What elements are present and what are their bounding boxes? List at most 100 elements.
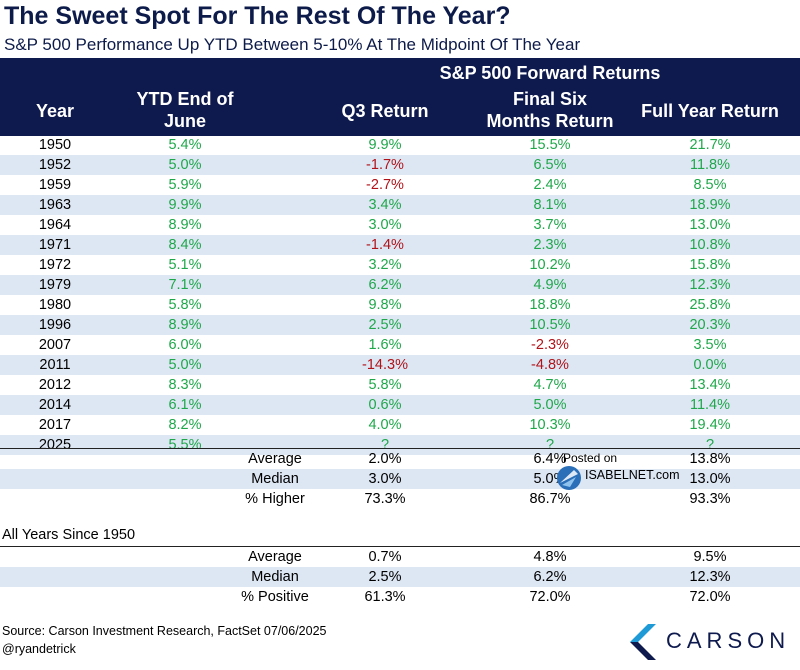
cell-full-year-return: 20.3% — [689, 317, 731, 333]
cell-q3-return: -1.7% — [366, 157, 404, 173]
cell-ytd: 8.9% — [168, 317, 202, 333]
cell-full-year-return: 13.0% — [689, 217, 731, 233]
cell-q3-return: 5.8% — [368, 377, 402, 393]
summary-divider — [0, 448, 800, 449]
cell-full-year-return: ? — [705, 437, 715, 453]
cell-year: 1980 — [38, 297, 72, 313]
stat-final-six: 6.4% — [533, 451, 567, 467]
watermark-posted-label: Posted on — [563, 451, 618, 465]
source-note: Source: Carson Investment Research, Fact… — [2, 624, 327, 638]
author-handle: @ryandetrick — [2, 642, 76, 656]
table-row: 1952 5.0% -1.7% 6.5% 11.8% — [0, 155, 800, 175]
stat-full-year: 12.3% — [689, 569, 731, 585]
cell-full-year-return: 21.7% — [689, 137, 731, 153]
cell-q3-return: 3.4% — [368, 197, 402, 213]
stat-final-six: 72.0% — [529, 589, 571, 605]
cell-year: 1963 — [38, 197, 72, 213]
cell-year: 1952 — [38, 157, 72, 173]
stat-label: Average — [248, 549, 302, 565]
cell-ytd: 9.9% — [168, 197, 202, 213]
header-ytd: YTD End of June — [110, 88, 260, 132]
watermark-site-name: ISABELNET.com — [585, 468, 680, 482]
cell-final-six-return: ? — [545, 437, 555, 453]
cell-full-year-return: 19.4% — [689, 417, 731, 433]
stat-row: % Higher 73.3% 86.7% 93.3% — [0, 489, 800, 509]
isabelnet-logo-icon — [557, 466, 581, 490]
cell-q3-return: 9.8% — [368, 297, 402, 313]
cell-q3-return: 0.6% — [368, 397, 402, 413]
table-row: 2007 6.0% 1.6% -2.3% 3.5% — [0, 335, 800, 355]
cell-ytd: 6.1% — [168, 397, 202, 413]
cell-year: 1950 — [38, 137, 72, 153]
carson-logo: CARSON — [626, 624, 796, 660]
table-row: 1979 7.1% 6.2% 4.9% 12.3% — [0, 275, 800, 295]
cell-ytd: 5.1% — [168, 257, 202, 273]
all-years-rows: Average 0.7% 4.8% 9.5% Median 2.5% 6.2% 12.3% % … — [0, 547, 800, 607]
cell-year: 2014 — [38, 397, 72, 413]
stat-row: % Positive 61.3% 72.0% 72.0% — [0, 587, 800, 607]
cell-final-six-return: 2.3% — [533, 237, 567, 253]
stat-full-year: 93.3% — [689, 491, 731, 507]
table-row: 2012 8.3% 5.8% 4.7% 13.4% — [0, 375, 800, 395]
header-full-year: Full Year Return — [641, 101, 779, 121]
carson-wordmark: CARSON — [666, 628, 791, 653]
stat-q3: 2.5% — [368, 569, 402, 585]
cell-ytd: 8.9% — [168, 217, 202, 233]
cell-year: 1996 — [38, 317, 72, 333]
cell-q3-return: ? — [380, 437, 390, 453]
cell-full-year-return: 18.9% — [689, 197, 731, 213]
all-years-divider — [0, 546, 800, 547]
cell-final-six-return: 4.9% — [533, 277, 567, 293]
table-row: 1959 5.9% -2.7% 2.4% 8.5% — [0, 175, 800, 195]
stat-final-six: 4.8% — [533, 549, 567, 565]
cell-year: 1971 — [38, 237, 72, 253]
cell-q3-return: 1.6% — [368, 337, 402, 353]
chart-title: The Sweet Spot For The Rest Of The Year? — [4, 2, 511, 30]
cell-final-six-return: 6.5% — [533, 157, 567, 173]
table-row: 2025 5.5%??? — [0, 435, 800, 455]
cell-q3-return: 4.0% — [368, 417, 402, 433]
stat-full-year: 9.5% — [693, 549, 727, 565]
cell-ytd: 6.0% — [168, 337, 202, 353]
cell-ytd: 5.9% — [168, 177, 202, 193]
header-fs-line1: Final Six — [512, 89, 588, 109]
cell-year: 2007 — [38, 337, 72, 353]
carson-chevron-icon — [630, 624, 656, 660]
cell-final-six-return: 10.5% — [529, 317, 571, 333]
cell-final-six-return: 18.8% — [529, 297, 571, 313]
cell-q3-return: -2.7% — [366, 177, 404, 193]
cell-year: 1964 — [38, 217, 72, 233]
cell-final-six-return: 5.0% — [533, 397, 567, 413]
table-row: 1963 9.9% 3.4% 8.1% 18.9% — [0, 195, 800, 215]
all-years-label: All Years Since 1950 — [2, 527, 136, 543]
header-year: Year — [35, 101, 75, 121]
stat-q3: 61.3% — [364, 589, 406, 605]
cell-final-six-return: 15.5% — [529, 137, 571, 153]
cell-full-year-return: 25.8% — [689, 297, 731, 313]
cell-final-six-return: -4.8% — [531, 357, 569, 373]
stat-final-six: 6.2% — [533, 569, 567, 585]
header-group-label: S&P 500 Forward Returns — [439, 63, 661, 83]
header-ytd-line1: YTD End of — [136, 89, 234, 109]
cell-q3-return: 6.2% — [368, 277, 402, 293]
cell-ytd: 8.4% — [168, 237, 202, 253]
cell-ytd: 5.0% — [168, 157, 202, 173]
cell-year: 1979 — [38, 277, 72, 293]
table-row: 1980 5.8% 9.8% 18.8% 25.8% — [0, 295, 800, 315]
table-row: 1996 8.9% 2.5% 10.5% 20.3% — [0, 315, 800, 335]
cell-full-year-return: 15.8% — [689, 257, 731, 273]
cell-year: 2017 — [38, 417, 72, 433]
stat-row: Average 0.7% 4.8% 9.5% — [0, 547, 800, 567]
stat-row: Median 3.0% 5.0% 13.0% — [0, 469, 800, 489]
cell-ytd: 5.8% — [168, 297, 202, 313]
header-final-six: Final Six Months Return — [460, 88, 640, 132]
cell-full-year-return: 10.8% — [689, 237, 731, 253]
stat-q3: 3.0% — [368, 471, 402, 487]
cell-final-six-return: 10.2% — [529, 257, 571, 273]
cell-ytd: 8.2% — [168, 417, 202, 433]
cell-final-six-return: 3.7% — [533, 217, 567, 233]
cell-q3-return: -14.3% — [362, 357, 408, 373]
cell-full-year-return: 3.5% — [693, 337, 727, 353]
cell-final-six-return: -2.3% — [531, 337, 569, 353]
cell-ytd: 5.0% — [168, 357, 202, 373]
